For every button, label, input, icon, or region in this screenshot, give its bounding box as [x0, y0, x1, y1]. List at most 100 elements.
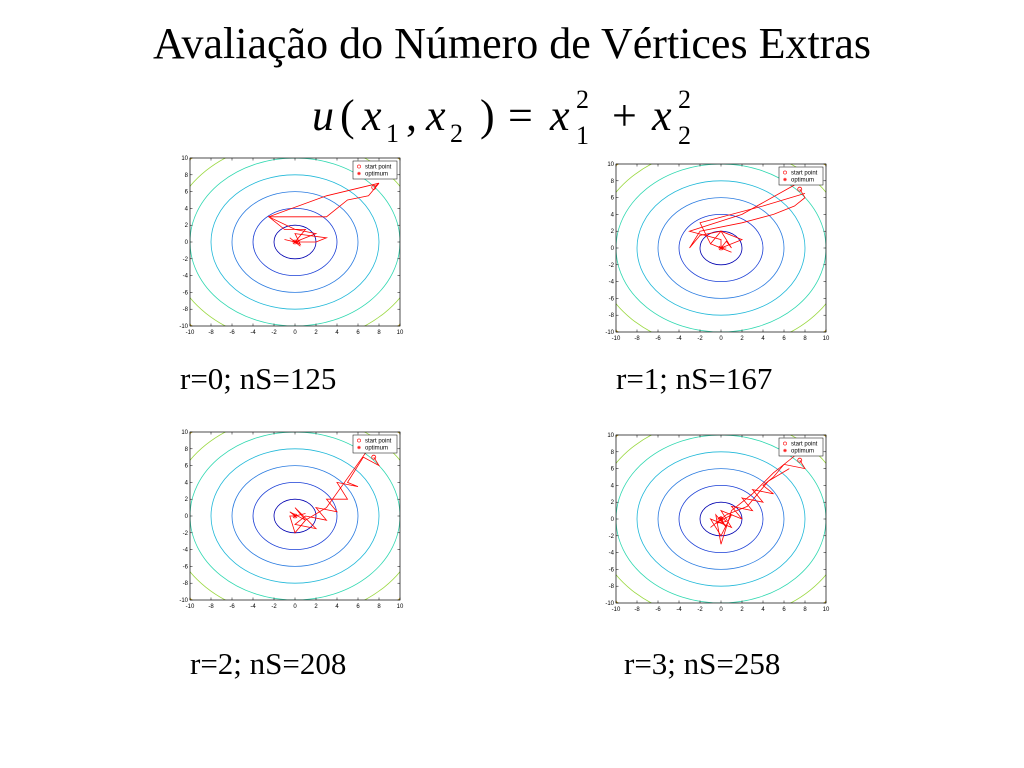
y-tick-label: 6 [185, 464, 189, 470]
x-tick-label: 4 [335, 330, 339, 335]
formula-sub-2-rhs: 2 [678, 121, 691, 150]
x-tick-label: -6 [655, 336, 661, 341]
legend-box [352, 434, 398, 454]
x-tick-label: 2 [314, 604, 318, 609]
x-tick-label: 0 [719, 607, 723, 612]
y-tick-label: 2 [185, 223, 189, 229]
simplex-path [715, 455, 795, 545]
x-tick-label: -2 [697, 336, 703, 341]
y-tick-label: 8 [185, 173, 189, 179]
legend-start-label: start point [791, 442, 818, 448]
x-tick-label: -4 [250, 604, 256, 609]
start-point-marker [371, 185, 377, 190]
optimum-marker [718, 516, 724, 522]
x-tick-label: 0 [293, 330, 297, 335]
contour-line [252, 208, 338, 276]
legend-optimum-label: optimum [365, 446, 388, 452]
contour-line [678, 485, 764, 553]
legend-optimum-label: optimum [365, 172, 388, 178]
y-tick-label: -10 [605, 330, 614, 336]
legend-box [352, 160, 398, 180]
y-tick-label: 2 [611, 500, 615, 506]
x-tick-label: -2 [697, 607, 703, 612]
simplex-path [688, 184, 795, 248]
y-tick-label: -8 [183, 307, 189, 313]
simplex-path [289, 456, 381, 530]
x-tick-label: 0 [293, 604, 297, 609]
plot-r3: -10 -8 -6 -4 -2 0 2 4 6 8 10 -10 -8 -6 -4 -2 0 2 4 6 8 10 star… [596, 427, 836, 612]
formula-u: u [312, 91, 334, 140]
legend-box [778, 166, 824, 186]
y-tick-label: -4 [609, 551, 615, 557]
simplex-path [710, 468, 790, 528]
x-tick-label: -2 [271, 330, 277, 335]
contour-line [657, 468, 785, 570]
contour-line [231, 191, 359, 293]
formula-x2-rhs: x [651, 91, 672, 140]
x-tick-label: -10 [612, 607, 621, 612]
y-tick-label: -6 [183, 290, 189, 296]
x-tick-label: 10 [823, 336, 830, 341]
formula-comma: , [406, 91, 417, 140]
y-tick-label: 0 [611, 517, 615, 523]
y-tick-label: -2 [183, 531, 189, 537]
x-tick-label: 2 [740, 607, 744, 612]
y-tick-label: -6 [609, 567, 615, 573]
formula-equals: = [508, 91, 533, 140]
start-point-marker [797, 457, 803, 463]
legend-start-marker [783, 441, 787, 446]
y-tick-label: 4 [611, 212, 615, 218]
y-tick-label: -2 [609, 263, 615, 269]
caption-r3: r=3; nS=258 [624, 646, 781, 681]
contour-line [657, 197, 785, 299]
optimum-marker [292, 513, 298, 519]
start-point-marker [371, 454, 377, 460]
x-tick-label: 6 [782, 336, 786, 341]
plot-r1: -10 -8 -6 -4 -2 0 2 4 6 8 10 -10 -8 -6 -4 -2 0 2 4 6 8 10 star… [596, 156, 836, 341]
contour-line [210, 174, 380, 310]
formula-open-paren: ( [340, 91, 355, 140]
contour-line [231, 465, 359, 567]
y-tick-label: -2 [609, 534, 615, 540]
optimum-marker [718, 245, 724, 251]
formula-close-paren: ) [480, 91, 495, 140]
x-tick-label: 10 [397, 330, 404, 335]
path-group [709, 455, 806, 545]
objective-formula: u ( x 1 , x 2 ) = x 2 1 + x 2 2 [300, 84, 740, 154]
legend-optimum-stroke [357, 171, 361, 176]
y-tick-label: -8 [609, 584, 615, 590]
contour-line [636, 451, 806, 587]
plot-r1-svg: -10 -8 -6 -4 -2 0 2 4 6 8 10 -10 -8 -6 -4 -2 0 2 4 6 8 10 star… [605, 162, 830, 341]
caption-r2: r=2; nS=208 [190, 646, 347, 681]
formula-sub-2: 2 [450, 119, 463, 148]
plot-r3-svg: -10 -8 -6 -4 -2 0 2 4 6 8 10 -10 -8 -6 -4 -2 0 2 4 6 8 10 star… [605, 433, 830, 612]
y-tick-label: 8 [185, 447, 189, 453]
legend-start-label: start point [365, 439, 392, 445]
y-tick-label: -6 [609, 296, 615, 302]
simplex-path [689, 188, 806, 253]
optimum-marker [292, 239, 298, 245]
y-tick-label: 6 [611, 196, 615, 202]
x-tick-label: 6 [356, 604, 360, 609]
formula-plus: + [612, 91, 637, 140]
y-tick-label: 4 [611, 483, 615, 489]
x-tick-label: -4 [250, 330, 256, 335]
formula-x2: x [425, 91, 446, 140]
legend-optimum-label: optimum [791, 449, 814, 455]
y-tick-label: -4 [609, 280, 615, 286]
x-tick-label: 4 [335, 604, 339, 609]
legend-box [778, 437, 824, 457]
path-group [289, 448, 381, 534]
legend-optimum-stroke [357, 445, 361, 450]
y-tick-label: -2 [183, 257, 189, 263]
plot-r0: -10 -8 -6 -4 -2 0 2 4 6 8 10 -10 -8 -6 -4 -2 0 2 4 6 8 10 star… [170, 150, 410, 335]
x-tick-label: 6 [782, 607, 786, 612]
contour-group [190, 158, 400, 326]
plot-r0-svg: -10 -8 -6 -4 -2 0 2 4 6 8 10 -10 -8 -6 -4 -2 0 2 4 6 8 10 star… [179, 156, 404, 335]
x-tick-label: 2 [740, 336, 744, 341]
y-tick-label: 10 [607, 162, 614, 168]
y-tick-label: -10 [605, 601, 614, 607]
x-tick-label: -10 [612, 336, 621, 341]
